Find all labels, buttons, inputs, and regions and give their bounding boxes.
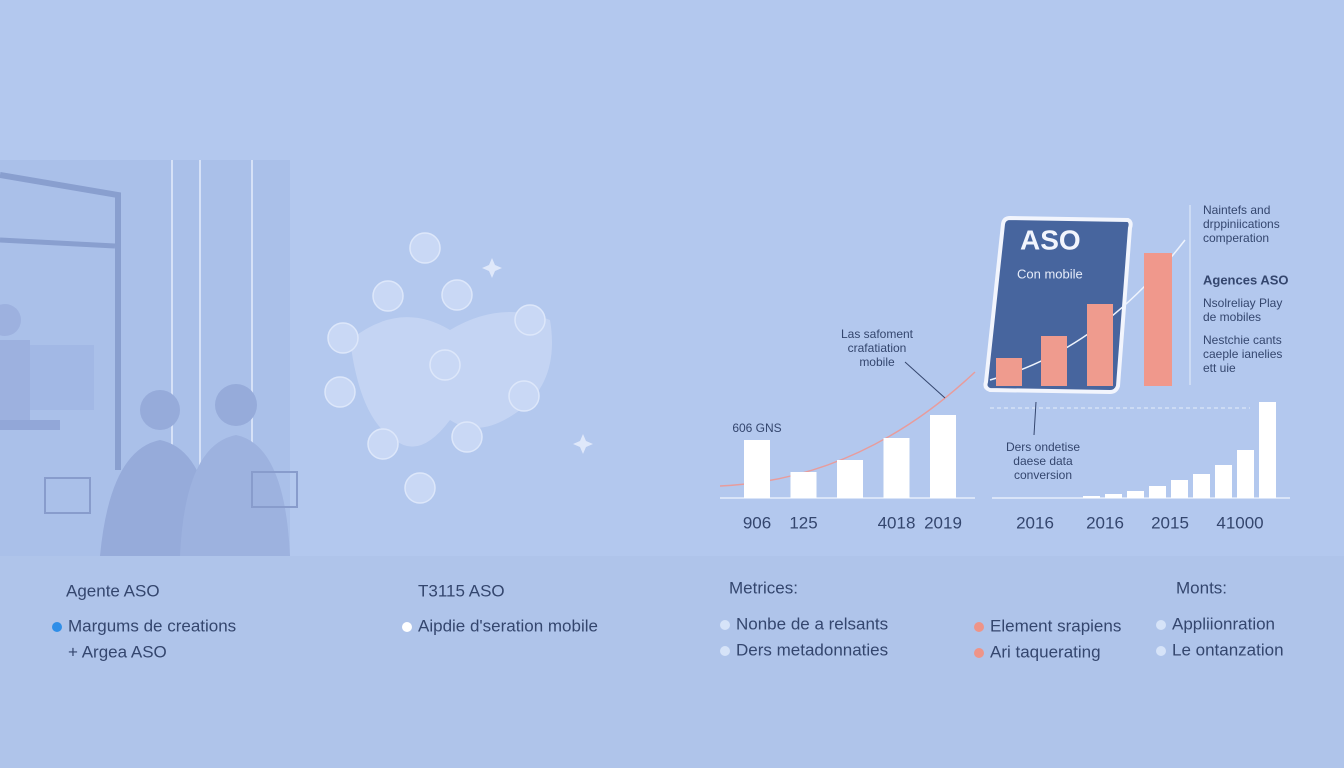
bar [744,440,770,498]
footer-item: Element srapiens [990,616,1121,635]
bar [1083,496,1100,498]
bar [1087,304,1113,386]
footer-item: Le ontanzation [1172,640,1284,659]
office-illustration [0,160,298,556]
x-tick-label: 2015 [1151,513,1189,532]
bar [1149,486,1166,498]
callout-line [904,361,946,399]
bar [1237,450,1254,498]
annotation: Ders ondetise [1006,440,1080,454]
bar [1193,474,1210,498]
bar [1041,336,1067,386]
card-subtitle: Con mobile [1017,266,1083,281]
annotation-heading: Agences ASO [1203,272,1289,287]
annotation: mobile [859,355,895,369]
footer-heading: Metrices: [729,578,798,597]
bullet [720,620,730,630]
x-tick-label: 2019 [924,513,962,532]
annotation: conversion [1014,468,1072,482]
footer-item: Appliionration [1172,614,1275,633]
annotation: drppiniications [1203,217,1280,231]
x-tick-label: 2016 [1016,513,1054,532]
footer-heading: Monts: [1176,578,1227,597]
footer-item: Aipdie d'seration mobile [418,616,598,635]
footer-item: Nonbe de a relsants [736,614,888,633]
bar [1259,402,1276,498]
footer-item: Margums de creations [68,616,236,635]
bar [1127,491,1144,498]
footer-heading: T3115 ASO [418,581,505,600]
bar [1144,253,1172,386]
bullet [1156,646,1166,656]
annotation: Nsolreliay Play [1203,296,1282,310]
annotation: Las safoment [841,327,914,341]
bar [883,438,910,498]
bar [1171,480,1188,498]
footer-heading: Agente ASO [66,581,160,600]
annotation: comperation [1203,231,1269,245]
bar [1105,494,1122,498]
chart-annotation: 606 GNS [732,421,781,435]
bullet [720,646,730,656]
x-tick-label: 906 [743,513,771,532]
x-tick-label: 2016 [1086,513,1124,532]
x-tick-label: 4018 [878,513,916,532]
bar [837,460,863,498]
globe-illustration [324,232,593,504]
annotation: Nestchie cants [1203,333,1282,347]
x-tick-label: 125 [789,513,817,532]
bar [930,415,956,498]
card-title: ASO [1020,224,1081,255]
footer-item: + Argea ASO [68,642,167,661]
annotation: de mobiles [1203,310,1261,324]
footer-item: Ari taquerating [990,642,1101,661]
footer-item: Ders metadonnaties [736,640,888,659]
annotation: crafatiation [848,341,907,355]
annotation: daese data [1013,454,1073,468]
x-tick-label: 41000 [1216,513,1263,532]
callout-line [1033,401,1037,436]
annotation: ett uie [1203,361,1236,375]
bullet [974,622,984,632]
bullet [974,648,984,658]
annotation: caeple ianelies [1203,347,1282,361]
bullet [1156,620,1166,630]
bar [996,358,1022,386]
footer-background [0,556,1344,768]
bar [790,472,817,498]
bar [1215,465,1232,498]
bullet [52,622,62,632]
annotation: Naintefs and [1203,203,1270,217]
bullet [402,622,412,632]
